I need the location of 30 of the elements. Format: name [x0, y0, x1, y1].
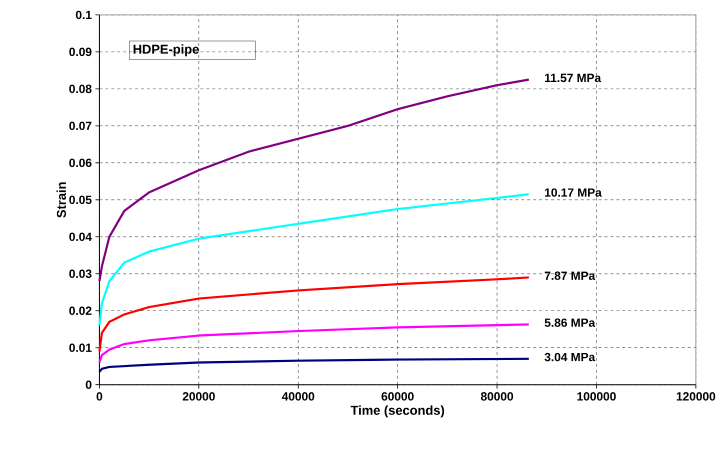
y-tick-label: 0.02 — [69, 306, 92, 315]
y-tick-label: 0.04 — [69, 232, 92, 241]
line-series — [98, 193, 530, 326]
y-tick-label: 0 — [86, 380, 92, 389]
series-label: 11.57 MPa — [545, 74, 602, 82]
x-tick-label: 40000 — [282, 392, 314, 400]
x-tick-label: 120000 — [676, 392, 716, 400]
x-tick-label: 80000 — [480, 392, 514, 400]
series-label: 7.87 MPa — [544, 271, 596, 280]
series-label: 3.04 MPa — [544, 352, 596, 362]
line-series — [98, 323, 530, 364]
x-tick-label: 60000 — [382, 392, 414, 400]
x-tick-label: 100000 — [577, 392, 616, 400]
y-tick-label: 0.07 — [69, 122, 92, 130]
x-tick-label: 0 — [96, 392, 102, 400]
line-series — [98, 358, 530, 373]
y-tick-label: 0.08 — [69, 84, 92, 93]
y-tick-label: 0.1 — [76, 10, 92, 19]
line-series — [98, 276, 530, 352]
y-tick-label: 0.03 — [69, 269, 92, 278]
y-tick-label: 0.06 — [69, 158, 92, 167]
x-tick-label: 20000 — [182, 392, 215, 400]
x-axis-title: Time (seconds) — [350, 405, 444, 418]
y-tick-label: 0.05 — [69, 195, 92, 204]
y-tick-label: 0.09 — [69, 48, 92, 56]
y-axis-title: Strain — [56, 182, 66, 218]
series-label: 5.86 MPa — [544, 318, 596, 327]
annotation: HDPE-pipe — [134, 44, 199, 56]
series-label: 10.17 MPa — [545, 188, 602, 197]
y-tick-label: 0.01 — [69, 343, 92, 352]
